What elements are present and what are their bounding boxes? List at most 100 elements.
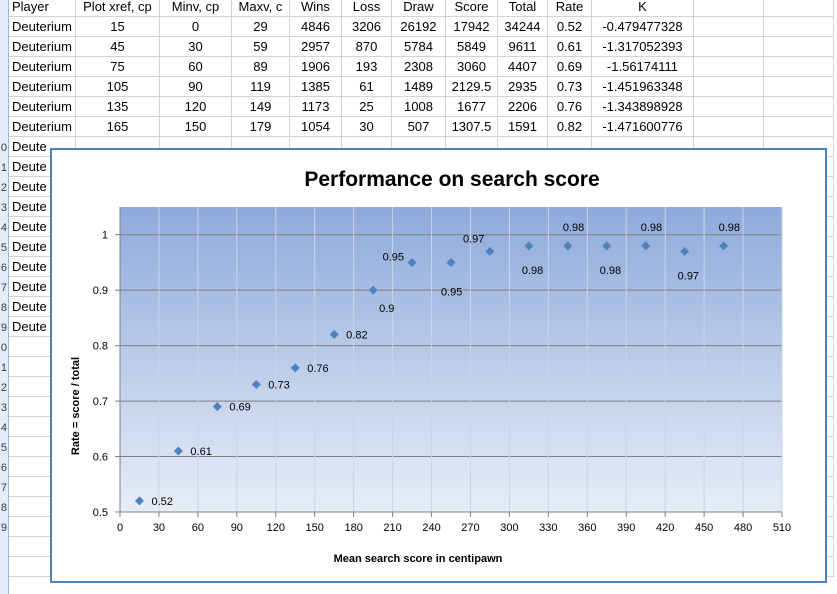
column-header-cell[interactable]: Minv, cp xyxy=(159,0,232,17)
column-header-cell[interactable]: K xyxy=(591,0,694,17)
table-cell[interactable]: 15 xyxy=(75,16,160,37)
table-row[interactable]: Deuterium 75 60 89 1906 193 2308 3060 4407 0.69 -1… xyxy=(9,56,834,77)
table-cell[interactable]: -1.451963348 xyxy=(591,76,694,97)
table-cell[interactable]: 1591 xyxy=(497,116,548,137)
row-number[interactable]: 2 xyxy=(0,382,7,394)
row-number[interactable]: 6 xyxy=(0,462,7,474)
row-number[interactable]: 6 xyxy=(0,262,7,274)
row-number[interactable]: 0 xyxy=(0,342,7,354)
table-cell[interactable]: 9611 xyxy=(497,36,548,57)
column-header-cell[interactable]: Total xyxy=(497,0,548,17)
row-number[interactable]: 9 xyxy=(0,522,7,534)
table-row[interactable]: Deuterium 45 30 59 2957 870 5784 5849 9611 0.61 -1… xyxy=(9,36,834,57)
row-number[interactable]: 5 xyxy=(0,442,7,454)
row-number[interactable]: 7 xyxy=(0,482,7,494)
column-header-cell[interactable]: Loss xyxy=(341,0,392,17)
table-cell[interactable]: Deuterium xyxy=(9,76,76,97)
table-cell[interactable]: -1.317052393 xyxy=(591,36,694,57)
table-cell[interactable]: 34244 xyxy=(497,16,548,37)
table-row[interactable]: Deuterium 165 150 179 1054 30 507 1307.5 1591 0.8… xyxy=(9,116,834,137)
column-header-cell[interactable]: Player xyxy=(9,0,76,17)
table-cell[interactable]: 0.61 xyxy=(547,36,592,57)
table-cell[interactable] xyxy=(763,116,834,137)
table-cell[interactable] xyxy=(763,56,834,77)
table-cell[interactable]: 1906 xyxy=(289,56,342,77)
table-cell[interactable]: 29 xyxy=(231,16,290,37)
table-cell[interactable]: 0.69 xyxy=(547,56,592,77)
table-cell[interactable]: 17942 xyxy=(445,16,498,37)
table-cell[interactable]: 0.52 xyxy=(547,16,592,37)
column-header-cell[interactable]: Plot xref, cp xyxy=(75,0,160,17)
table-cell[interactable]: 1054 xyxy=(289,116,342,137)
table-cell[interactable]: 179 xyxy=(231,116,290,137)
table-cell[interactable]: Deuterium xyxy=(9,16,76,37)
column-header-cell[interactable]: Score xyxy=(445,0,498,17)
table-cell[interactable]: 870 xyxy=(341,36,392,57)
table-cell[interactable]: 1489 xyxy=(391,76,446,97)
table-cell[interactable]: 1307.5 xyxy=(445,116,498,137)
table-cell[interactable]: 1008 xyxy=(391,96,446,117)
table-cell[interactable] xyxy=(693,116,764,137)
table-cell[interactable]: 3206 xyxy=(341,16,392,37)
column-header-cell[interactable]: Maxv, c xyxy=(231,0,290,17)
row-headers[interactable]: 0 1 2 3 4 5 6 7 8 9 0 1 2 3 4 5 6 7 8 9 xyxy=(0,0,9,594)
table-row[interactable]: Deuterium 105 90 119 1385 61 1489 2129.5 2935 0.7… xyxy=(9,76,834,97)
table-cell[interactable]: -1.343898928 xyxy=(591,96,694,117)
table-cell[interactable]: 2957 xyxy=(289,36,342,57)
table-row[interactable]: Deuterium 15 0 29 4846 3206 26192 17942 34244 0.5… xyxy=(9,16,834,37)
table-cell[interactable]: 1677 xyxy=(445,96,498,117)
table-cell[interactable] xyxy=(763,96,834,117)
row-number[interactable]: 0 xyxy=(0,142,7,154)
row-number[interactable]: 2 xyxy=(0,182,7,194)
row-number[interactable]: 9 xyxy=(0,322,7,334)
table-cell[interactable]: Deuterium xyxy=(9,56,76,77)
table-cell[interactable]: 61 xyxy=(341,76,392,97)
table-cell[interactable]: Deuterium xyxy=(9,116,76,137)
table-cell[interactable]: 59 xyxy=(231,36,290,57)
table-cell[interactable]: 0 xyxy=(159,16,232,37)
table-cell[interactable]: 105 xyxy=(75,76,160,97)
row-number[interactable]: 4 xyxy=(0,222,7,234)
row-number[interactable]: 8 xyxy=(0,302,7,314)
table-cell[interactable]: Deuterium xyxy=(9,96,76,117)
table-cell[interactable]: 89 xyxy=(231,56,290,77)
table-cell[interactable] xyxy=(693,76,764,97)
column-header-cell[interactable]: Wins xyxy=(289,0,342,17)
table-cell[interactable] xyxy=(693,96,764,117)
column-header-cell[interactable]: Draw xyxy=(391,0,446,17)
row-number[interactable]: 5 xyxy=(0,242,7,254)
column-header-cell[interactable]: Rate xyxy=(547,0,592,17)
table-cell[interactable]: 2308 xyxy=(391,56,446,77)
table-cell[interactable]: 120 xyxy=(159,96,232,117)
table-cell[interactable]: 2935 xyxy=(497,76,548,97)
table-cell[interactable] xyxy=(763,76,834,97)
table-cell[interactable]: -0.479477328 xyxy=(591,16,694,37)
table-cell[interactable]: 1385 xyxy=(289,76,342,97)
table-cell[interactable]: 0.73 xyxy=(547,76,592,97)
table-cell[interactable]: 0.82 xyxy=(547,116,592,137)
table-cell[interactable]: 119 xyxy=(231,76,290,97)
row-number[interactable]: 1 xyxy=(0,162,7,174)
row-number[interactable]: 7 xyxy=(0,282,7,294)
table-cell[interactable] xyxy=(693,36,764,57)
table-cell[interactable]: 3060 xyxy=(445,56,498,77)
table-cell[interactable]: 2129.5 xyxy=(445,76,498,97)
row-number[interactable]: 4 xyxy=(0,422,7,434)
table-cell[interactable]: 25 xyxy=(341,96,392,117)
header-row[interactable]: Player Plot xref, cp Minv, cp Maxv, c Wins Lo… xyxy=(9,0,834,17)
column-header-cell[interactable] xyxy=(763,0,834,17)
table-cell[interactable] xyxy=(693,56,764,77)
table-cell[interactable]: 60 xyxy=(159,56,232,77)
table-cell[interactable]: 193 xyxy=(341,56,392,77)
table-cell[interactable] xyxy=(763,16,834,37)
table-cell[interactable]: 45 xyxy=(75,36,160,57)
table-cell[interactable]: 150 xyxy=(159,116,232,137)
table-cell[interactable]: 30 xyxy=(159,36,232,57)
table-cell[interactable]: 4407 xyxy=(497,56,548,77)
row-number[interactable]: 3 xyxy=(0,402,7,414)
table-cell[interactable]: 26192 xyxy=(391,16,446,37)
chart-area[interactable]: Performance on search score 0 30 60 90 120 15… xyxy=(50,148,827,583)
table-cell[interactable]: 75 xyxy=(75,56,160,77)
table-cell[interactable]: -1.56174111 xyxy=(591,56,694,77)
table-cell[interactable]: 5784 xyxy=(391,36,446,57)
